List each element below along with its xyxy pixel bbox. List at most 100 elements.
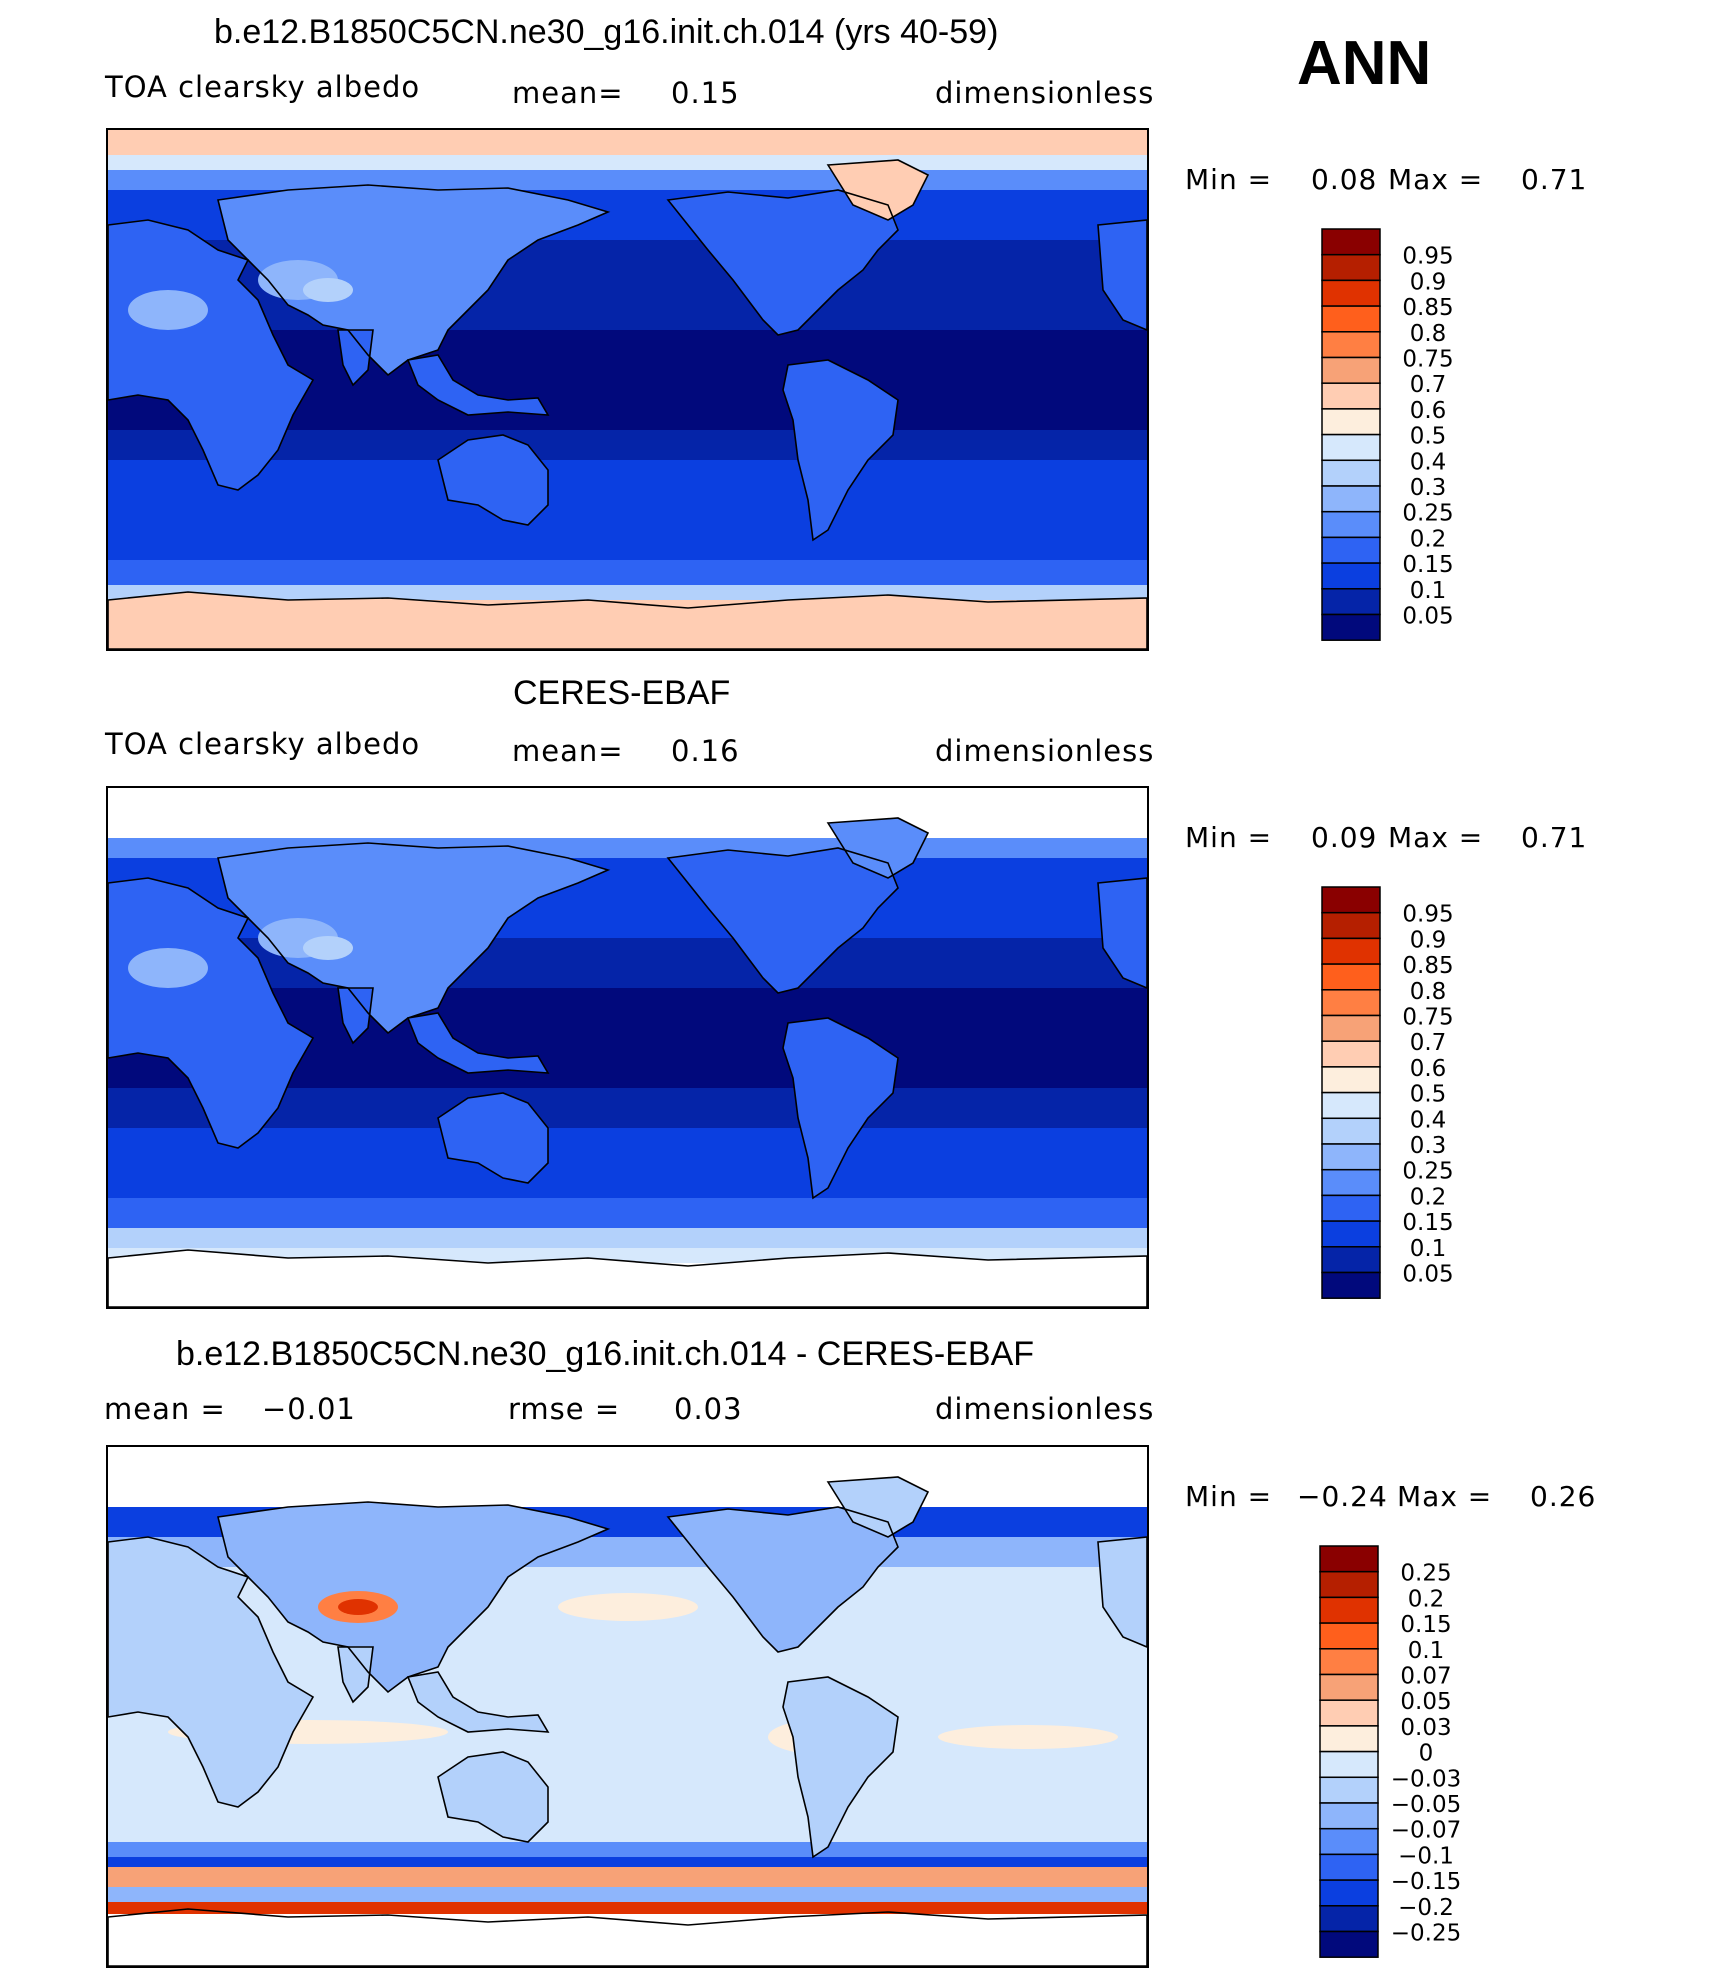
panel-1-min-value: 0.08 bbox=[1311, 163, 1378, 196]
colorbar-tick-label: 0.8 bbox=[1410, 979, 1447, 1005]
colorbar-swatch bbox=[1321, 886, 1381, 914]
colorbar-tick-label: 0.95 bbox=[1402, 244, 1453, 270]
panel-2-variable-label: TOA clearsky albedo bbox=[105, 727, 421, 761]
panel-2-min-label: Min = bbox=[1185, 821, 1273, 854]
colorbar-tick-label: −0.03 bbox=[1391, 1766, 1461, 1792]
colorbar-swatch bbox=[1321, 911, 1381, 940]
colorbar-tick-label: 0.75 bbox=[1402, 1005, 1453, 1031]
colorbar-tick-label: −0.25 bbox=[1391, 1921, 1461, 1947]
colorbar-tick-label: 0.25 bbox=[1402, 501, 1453, 527]
colorbar-swatch bbox=[1319, 1853, 1379, 1881]
colorbar-swatch bbox=[1319, 1776, 1379, 1804]
panel-1-min-label: Min = bbox=[1185, 163, 1273, 196]
panel-3-map-plot bbox=[108, 1447, 1147, 1966]
colorbar-swatch bbox=[1319, 1622, 1379, 1650]
colorbar-swatch bbox=[1321, 1220, 1381, 1248]
panel-1-colorbar: 0.95 0.9 0.85 0.8 0.75 0.7 0.6 0.5 0.4 0.3 0.25 0.2… bbox=[1320, 228, 1500, 641]
panel-1-title: b.e12.B1850C5CN.ne30_g16.init.ch.014 (yr… bbox=[214, 13, 999, 51]
colorbar-tick-label: 0.1 bbox=[1410, 578, 1447, 604]
colorbar-tick-label: 0.1 bbox=[1410, 1236, 1447, 1262]
panel-3-min-value: −0.24 bbox=[1297, 1480, 1388, 1513]
colorbar-tick-label: 0.3 bbox=[1410, 1133, 1447, 1159]
colorbar-swatch bbox=[1321, 1194, 1381, 1222]
colorbar-swatch bbox=[1321, 1168, 1381, 1197]
colorbar-tick-label: 0.2 bbox=[1410, 526, 1447, 552]
colorbar-swatch bbox=[1319, 1673, 1379, 1701]
colorbar-swatch bbox=[1319, 1827, 1379, 1856]
colorbar-tick-label: 0.15 bbox=[1402, 552, 1453, 578]
panel-1-mean-label: mean= bbox=[512, 76, 624, 110]
colorbar-tick-label: 0.07 bbox=[1400, 1664, 1451, 1690]
colorbar-swatch bbox=[1319, 1596, 1379, 1624]
colorbar-tick-label: −0.15 bbox=[1391, 1869, 1461, 1895]
panel-2-units: dimensionless bbox=[935, 734, 1155, 768]
colorbar-swatch bbox=[1319, 1930, 1379, 1958]
panel-2-max-label: Max = bbox=[1388, 821, 1484, 854]
colorbar-tick-label: 0.15 bbox=[1400, 1612, 1451, 1638]
colorbar-swatch bbox=[1321, 1014, 1381, 1042]
panel-2-title: CERES-EBAF bbox=[513, 674, 731, 712]
panel-3-units: dimensionless bbox=[935, 1392, 1155, 1426]
colorbar-tick-label: 0.15 bbox=[1402, 1210, 1453, 1236]
colorbar-tick-label: 0.75 bbox=[1402, 347, 1453, 373]
colorbar-tick-label: 0 bbox=[1419, 1741, 1434, 1767]
colorbar-tick-label: 0.5 bbox=[1410, 1082, 1447, 1108]
colorbar-swatch bbox=[1319, 1545, 1379, 1573]
colorbar-swatch bbox=[1321, 459, 1381, 487]
colorbar-swatch bbox=[1321, 1117, 1381, 1145]
colorbar-tick-label: 0.25 bbox=[1400, 1561, 1451, 1587]
colorbar-tick-label: 0.6 bbox=[1410, 398, 1447, 424]
colorbar-swatch bbox=[1321, 1271, 1381, 1299]
colorbar-swatch bbox=[1321, 1091, 1381, 1120]
panel-2-colorbar: 0.95 0.9 0.85 0.8 0.75 0.7 0.6 0.5 0.4 0.3 0.25 0.2… bbox=[1320, 886, 1500, 1299]
colorbar-tick-label: 0.6 bbox=[1410, 1056, 1447, 1082]
colorbar-tick-label: 0.7 bbox=[1410, 1030, 1447, 1056]
colorbar-tick-label: 0.05 bbox=[1400, 1689, 1451, 1715]
panel-1-map bbox=[106, 128, 1149, 651]
colorbar-tick-label: 0.9 bbox=[1410, 927, 1447, 953]
colorbar-tick-label: 0.03 bbox=[1400, 1715, 1451, 1741]
colorbar-swatch bbox=[1321, 382, 1381, 410]
colorbar-swatch bbox=[1321, 1040, 1381, 1068]
colorbar-swatch bbox=[1321, 408, 1381, 436]
colorbar-swatch bbox=[1319, 1750, 1379, 1779]
colorbar-swatch bbox=[1321, 433, 1381, 462]
colorbar-tick-label: 0.05 bbox=[1402, 1262, 1453, 1288]
colorbar-tick-label: 0.05 bbox=[1402, 604, 1453, 630]
colorbar-swatch bbox=[1319, 1725, 1379, 1753]
colorbar-swatch bbox=[1321, 1143, 1381, 1171]
panel-2-min-value: 0.09 bbox=[1311, 821, 1378, 854]
panel-3-title: b.e12.B1850C5CN.ne30_g16.init.ch.014 - C… bbox=[176, 1335, 1035, 1373]
season-label: ANN bbox=[1297, 29, 1432, 98]
colorbar-tick-label: 0.5 bbox=[1410, 424, 1447, 450]
panel-1-units: dimensionless bbox=[935, 76, 1155, 110]
colorbar-tick-label: 0.4 bbox=[1410, 449, 1447, 475]
colorbar-tick-label: −0.05 bbox=[1391, 1792, 1461, 1818]
colorbar-tick-label: −0.2 bbox=[1398, 1895, 1454, 1921]
colorbar-swatch bbox=[1321, 562, 1381, 590]
colorbar-swatch bbox=[1321, 963, 1381, 991]
panel-2-map bbox=[106, 786, 1149, 1309]
colorbar-tick-label: 0.8 bbox=[1410, 321, 1447, 347]
colorbar-tick-label: 0.7 bbox=[1410, 372, 1447, 398]
colorbar-tick-label: 0.85 bbox=[1402, 953, 1453, 979]
colorbar-tick-label: 0.4 bbox=[1410, 1107, 1447, 1133]
colorbar-swatch bbox=[1319, 1570, 1379, 1599]
panel-3-map bbox=[106, 1445, 1149, 1968]
colorbar-tick-label: 0.25 bbox=[1402, 1159, 1453, 1185]
colorbar-swatch bbox=[1319, 1879, 1379, 1907]
panel-3-rmse-value: 0.03 bbox=[674, 1392, 743, 1426]
colorbar-swatch bbox=[1321, 1066, 1381, 1094]
colorbar-swatch bbox=[1321, 510, 1381, 539]
colorbar-tick-label: 0.2 bbox=[1410, 1184, 1447, 1210]
colorbar-swatch bbox=[1319, 1905, 1379, 1933]
colorbar-tick-label: −0.1 bbox=[1398, 1843, 1454, 1869]
colorbar-swatch bbox=[1319, 1648, 1379, 1676]
colorbar-swatch bbox=[1321, 536, 1381, 564]
colorbar-swatch bbox=[1321, 356, 1381, 384]
colorbar-tick-label: −0.07 bbox=[1391, 1818, 1461, 1844]
panel-1-map-plot bbox=[108, 130, 1147, 649]
panel-3-mean-label: mean = bbox=[104, 1392, 226, 1426]
panel-3-max-value: 0.26 bbox=[1530, 1480, 1597, 1513]
panel-1-max-label: Max = bbox=[1388, 163, 1484, 196]
